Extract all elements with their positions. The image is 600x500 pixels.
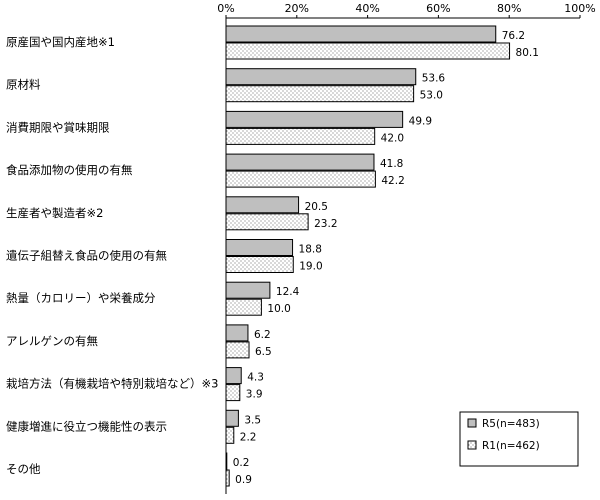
category-label: 栽培方法（有機栽培や特別栽培など）※3 — [6, 377, 218, 391]
data-label: 18.8 — [299, 244, 322, 256]
data-label: 2.2 — [240, 431, 257, 443]
bar-r5 — [225, 25, 497, 43]
data-label: 10.0 — [267, 303, 290, 315]
data-label: 6.5 — [255, 346, 272, 358]
data-label: 76.2 — [502, 30, 525, 42]
x-tick-label: 100% — [564, 2, 595, 15]
bar-r1 — [225, 469, 230, 487]
x-tick-label: 0% — [217, 2, 234, 15]
bar-r5 — [225, 452, 228, 470]
category-label: 原材料 — [6, 78, 41, 92]
bar-r5 — [225, 196, 300, 214]
data-label: 19.0 — [299, 261, 322, 273]
data-label: 41.8 — [380, 158, 403, 170]
bar-r1 — [225, 127, 376, 145]
x-tick-label: 20% — [285, 2, 309, 15]
bar-r5 — [225, 239, 294, 256]
category-label: 食品添加物の使用の有無 — [6, 163, 133, 177]
bar-r1 — [225, 42, 511, 60]
category-label: 健康増進に役立つ機能性の表示 — [6, 419, 167, 433]
legend-box — [459, 411, 579, 467]
data-label: 0.2 — [233, 457, 250, 469]
category-label: 消費期限や賞味期限 — [6, 120, 110, 134]
bar-r1 — [225, 85, 415, 103]
legend-swatch — [467, 418, 477, 428]
category-label: 原産国や国内産地※1 — [6, 35, 115, 49]
x-tick-label: 60% — [426, 2, 450, 15]
category-label: 熱量（カロリー）や栄養成分 — [6, 291, 156, 305]
data-label: 20.5 — [305, 201, 328, 213]
category-label: その他 — [6, 462, 41, 476]
data-label: 49.9 — [409, 115, 432, 127]
bar-r1 — [225, 256, 294, 273]
data-label: 53.6 — [422, 73, 446, 85]
legend-label: R1(n=462) — [482, 440, 540, 452]
bar-r1 — [225, 426, 235, 444]
data-label: 6.2 — [254, 329, 271, 341]
legend-swatch — [467, 440, 477, 450]
category-label: 生産者や製造者※2 — [6, 206, 103, 220]
bar-r5 — [225, 324, 249, 342]
data-label: 4.3 — [247, 372, 264, 384]
data-label: 42.2 — [381, 175, 404, 187]
data-label: 0.9 — [235, 474, 252, 486]
bar-r1 — [225, 213, 309, 231]
bar-r5 — [225, 68, 417, 86]
bar-r5 — [225, 281, 271, 299]
data-label: 3.9 — [246, 389, 263, 401]
data-label: 3.5 — [244, 414, 261, 426]
bar-r1 — [225, 298, 262, 316]
bar-r1 — [225, 384, 241, 402]
legend-label: R5(n=483) — [482, 418, 540, 430]
plot-area: 0% 20% 40% 60% 80% 100% 原産国や国内産地※1 76.2 80.1 原材料 5… — [6, 2, 596, 494]
data-label: 12.4 — [276, 286, 300, 298]
bar-r1 — [225, 341, 250, 359]
data-label: 53.0 — [420, 90, 443, 102]
data-label: 23.2 — [314, 218, 337, 230]
bar-r5 — [225, 153, 375, 171]
bar-r5 — [225, 367, 242, 385]
x-tick-label: 80% — [497, 2, 521, 15]
category-label: アレルゲンの有無 — [6, 334, 98, 348]
bar-r5 — [225, 409, 239, 427]
data-label: 42.0 — [381, 132, 404, 144]
category-label: 遺伝子組替え食品の使用の有無 — [6, 249, 167, 263]
bar-r1 — [225, 170, 376, 188]
data-label: 80.1 — [516, 47, 539, 59]
bar-r5 — [225, 110, 404, 128]
x-tick-label: 40% — [355, 2, 379, 15]
